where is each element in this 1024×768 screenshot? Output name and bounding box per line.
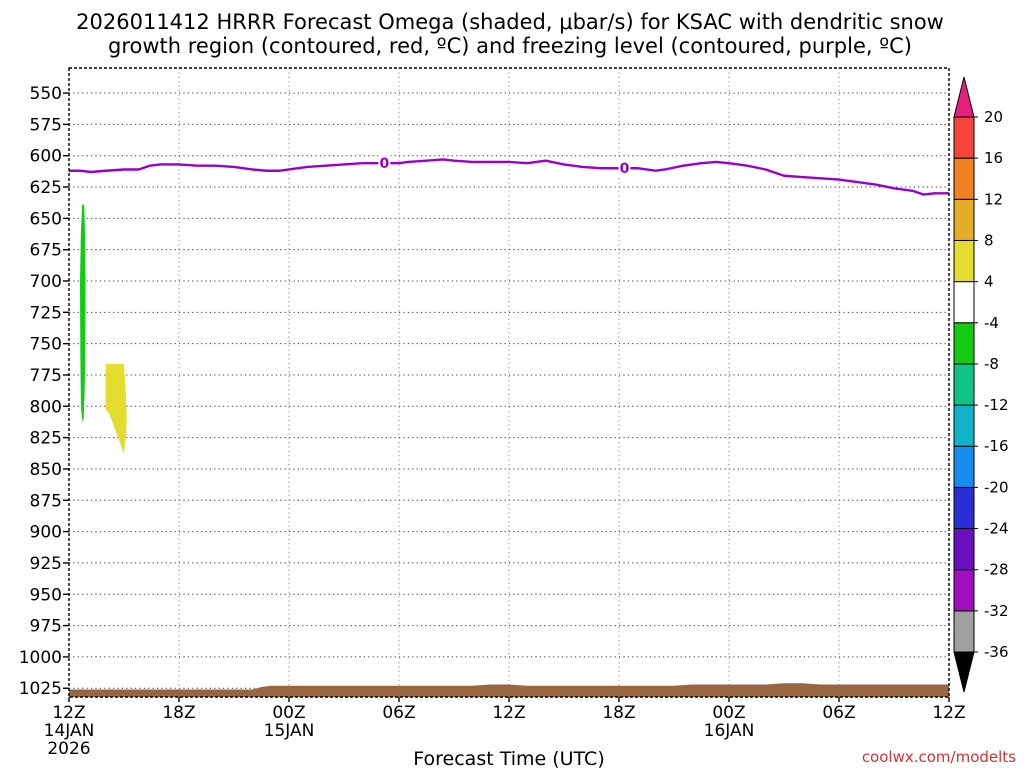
contour-label-1: 0 [379, 156, 389, 172]
y-tick-label-1000: 1000 [19, 648, 62, 668]
y-tick-label-900: 900 [30, 523, 62, 543]
y-tick-label-675: 675 [30, 241, 62, 261]
y-tick-label-750: 750 [30, 335, 62, 355]
plot-frame [68, 67, 950, 698]
x-tick-label-24-1: 12Z [492, 703, 525, 723]
x-tick-label-48-1: 12Z [932, 703, 965, 723]
colorbar-label-7: -12 [984, 396, 1009, 414]
contour-label-2: 0 [620, 161, 630, 177]
colorbar-bin-12 [953, 198, 975, 241]
colorbar-bin-3 [953, 569, 975, 612]
colorbar-bin-6 [953, 445, 975, 488]
x-tick-label-42-1: 06Z [822, 703, 855, 723]
colorbar-label-2: -32 [984, 602, 1009, 620]
terrain-fill [69, 683, 949, 697]
x-tick-label-36-1: 00Z [712, 703, 745, 723]
x-axis-title: Forecast Time (UTC) [413, 748, 604, 768]
title-line-1: 2026011412 HRRR Forecast Omega (shaded, … [76, 10, 944, 34]
colorbar-label-4: -24 [984, 520, 1009, 538]
y-tick-label-1025: 1025 [19, 679, 62, 699]
colorbar: -36 -32 -28 -24 -20 -16 -12 -8 -4 4 8 12 16 20 [953, 76, 1009, 693]
y-tick-label-850: 850 [30, 460, 62, 480]
colorbar-label-1: -36 [984, 643, 1009, 661]
colorbar-bin-10 [953, 281, 975, 324]
x-tick-label-0-1: 12Z [52, 703, 85, 723]
colorbar-bin-11 [953, 239, 975, 283]
colorbar-label-8: -8 [984, 355, 999, 373]
frame-border [68, 67, 950, 698]
x-tick-label-36-2: 16JAN [704, 721, 755, 741]
colorbar-bin-13 [953, 157, 975, 200]
colorbar-label-10: 4 [984, 273, 994, 291]
x-tick-label-6-1: 18Z [162, 703, 195, 723]
colorbar-bin-4 [953, 528, 975, 571]
x-tick-label-12-1: 00Z [272, 703, 305, 723]
colorbar-bin-1 [953, 651, 975, 693]
y-tick-label-700: 700 [30, 272, 62, 292]
omega-shade-2 [105, 363, 127, 454]
freezing-level-line [69, 158, 949, 196]
y-tick-label-650: 650 [30, 209, 62, 229]
omega-shading [80, 204, 127, 454]
x-tick-label-18-1: 06Z [382, 703, 415, 723]
colorbar-label-14: 20 [984, 108, 1003, 126]
colorbar-bin-7 [953, 404, 975, 447]
terrain-area [69, 683, 949, 697]
y-tick-label-925: 925 [30, 554, 62, 574]
chart-title: 2026011412 HRRR Forecast Omega (shaded, … [76, 10, 944, 58]
y-tick-label-775: 775 [30, 366, 62, 386]
x-tick-label-30-1: 18Z [602, 703, 635, 723]
colorbar-label-12: 12 [984, 190, 1003, 208]
colorbar-label-13: 16 [984, 149, 1003, 167]
y-tick-label-625: 625 [30, 178, 62, 198]
x-tick-label-12-2: 15JAN [264, 721, 315, 741]
colorbar-bin-8 [953, 363, 975, 406]
contour-label-bg-2 [618, 160, 631, 177]
colorbar-label-9: -4 [984, 314, 999, 332]
title-line-2: growth region (contoured, red, ºC) and f… [108, 34, 912, 58]
source-credit: coolwx.com/modelts [862, 748, 1016, 766]
x-tick-label-0-2: 14JAN [44, 721, 95, 741]
colorbar-label-5: -20 [984, 478, 1009, 496]
y-tick-label-800: 800 [30, 397, 62, 417]
colorbar-label-6: -16 [984, 437, 1009, 455]
y-tick-label-600: 600 [30, 147, 62, 167]
colorbar-bin-15 [953, 76, 975, 118]
y-tick-label-950: 950 [30, 585, 62, 605]
colorbar-bin-9 [953, 322, 975, 365]
contour-label-bg-1 [378, 155, 391, 172]
colorbar-bin-5 [953, 486, 975, 530]
colorbar-label-3: -28 [984, 561, 1009, 579]
x-tick-label-0-3: 2026 [47, 739, 90, 759]
y-tick-label-550: 550 [30, 84, 62, 104]
omega-shade-1 [80, 204, 86, 422]
y-tick-label-875: 875 [30, 491, 62, 511]
colorbar-label-11: 8 [984, 231, 994, 249]
y-tick-label-975: 975 [30, 617, 62, 637]
grid-lines [69, 68, 949, 697]
colorbar-bin-2 [953, 610, 975, 653]
y-tick-label-575: 575 [30, 115, 62, 135]
y-tick-label-825: 825 [30, 429, 62, 449]
colorbar-bin-14 [953, 116, 975, 159]
y-axis: 550 575 600 625 650 675 700 725 750 775 800 825 850 8… [19, 84, 69, 699]
y-tick-label-725: 725 [30, 303, 62, 323]
